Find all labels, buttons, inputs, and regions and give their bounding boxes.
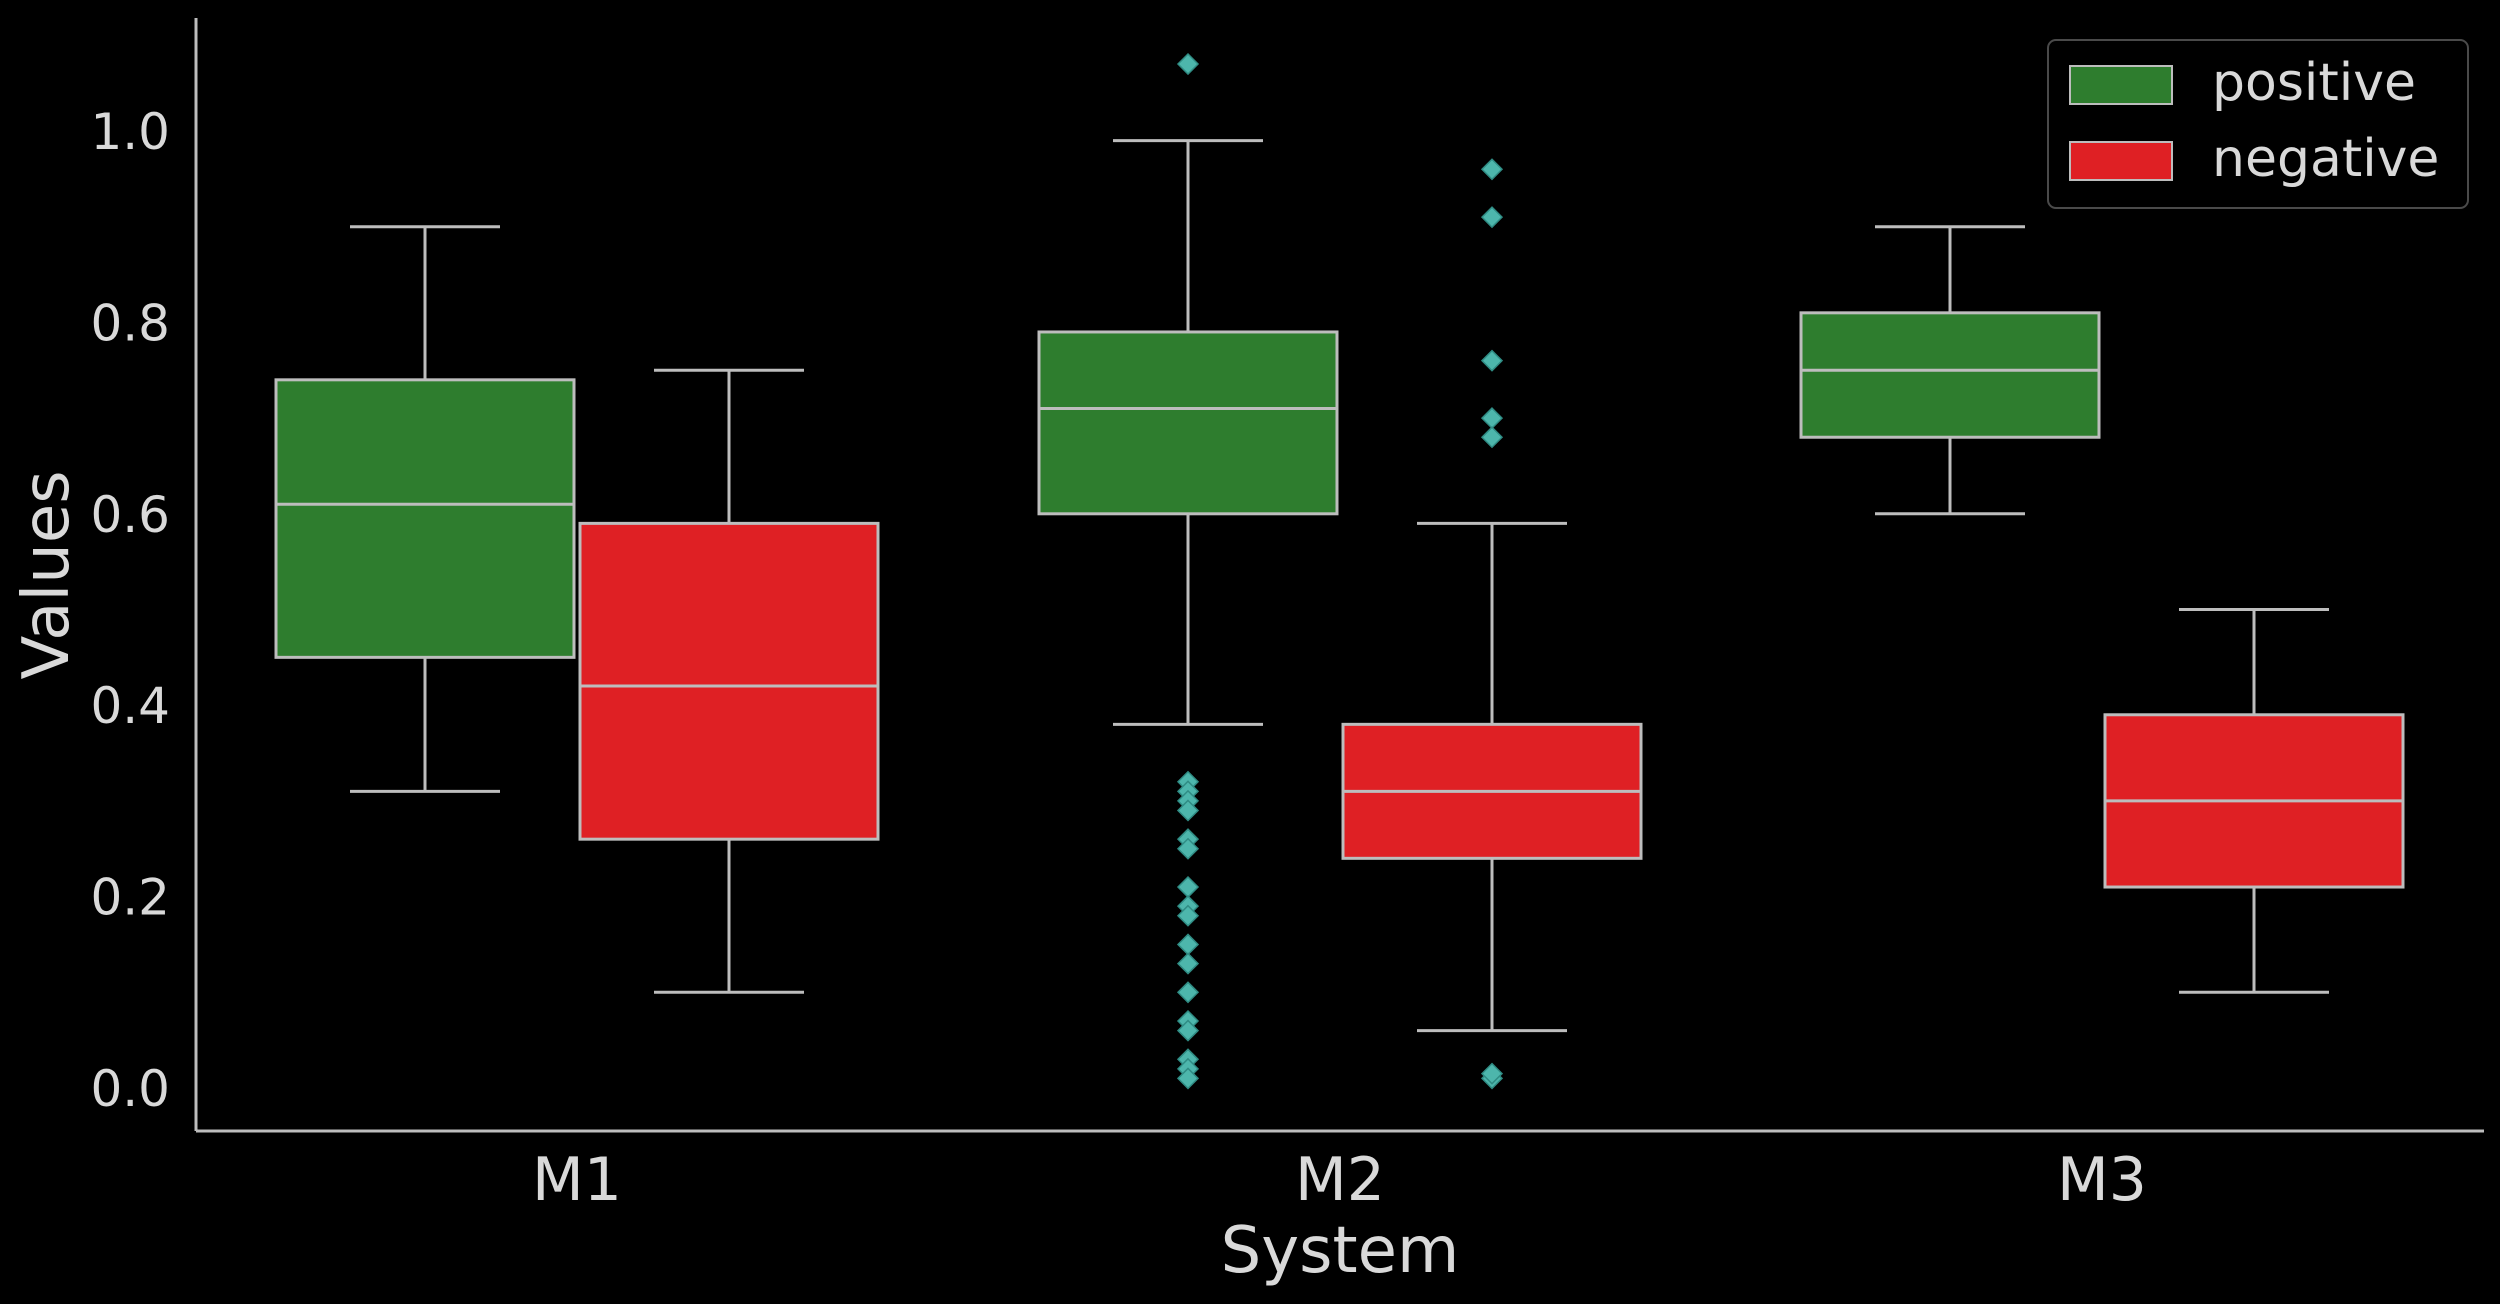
outlier-point xyxy=(1176,799,1200,822)
outlier-point xyxy=(1176,952,1200,975)
outlier-point xyxy=(1480,1062,1504,1085)
y-tick-label: 1.0 xyxy=(90,103,170,161)
box-iqr xyxy=(578,521,880,841)
x-tick-label-m2: M2 xyxy=(1295,1145,1385,1215)
outlier-point xyxy=(1176,904,1200,927)
y-tick-label: 0.2 xyxy=(90,869,170,927)
outlier-point xyxy=(1480,407,1504,430)
outlier-point xyxy=(1480,426,1504,449)
box-negative-m2 xyxy=(1341,158,1643,1090)
box-iqr xyxy=(1799,311,2101,439)
box-positive-m3 xyxy=(1799,225,2101,516)
box-negative-m3 xyxy=(2103,608,2405,994)
y-tick-label: 0.6 xyxy=(90,486,170,544)
outlier-point xyxy=(1176,875,1200,899)
legend-swatch-positive xyxy=(2069,65,2173,105)
box-negative-m1 xyxy=(578,368,880,994)
box-positive-m2 xyxy=(1037,52,1339,1090)
y-tick-label: 0.0 xyxy=(90,1060,170,1118)
legend-label-positive: positive xyxy=(2212,53,2416,113)
outlier-point xyxy=(1480,158,1504,181)
y-tick-label: 0.8 xyxy=(90,294,170,352)
legend-swatch-negative xyxy=(2069,141,2173,181)
outlier-point xyxy=(1176,52,1200,76)
outlier-point xyxy=(1176,837,1200,860)
y-tick-label: 0.4 xyxy=(90,677,170,735)
outlier-point xyxy=(1176,1019,1200,1042)
y-axis-title: Values xyxy=(10,470,84,679)
x-tick-label-m1: M1 xyxy=(532,1145,622,1215)
box-iqr xyxy=(1037,330,1339,516)
box-iqr xyxy=(274,378,576,659)
boxes-layer xyxy=(274,52,2405,1090)
legend: positive negative xyxy=(2047,39,2469,209)
outlier-point xyxy=(1176,981,1200,1004)
x-axis-title: System xyxy=(1221,1214,1460,1288)
axes-layer: 0.0 0.2 0.4 0.6 0.8 1.0 M1 M2 M3 xyxy=(90,18,2484,1215)
box-positive-m1 xyxy=(274,225,576,793)
outlier-point xyxy=(1480,206,1504,229)
outlier-point xyxy=(1176,933,1200,956)
outlier-point xyxy=(1480,349,1504,372)
legend-label-negative: negative xyxy=(2212,129,2439,189)
x-tick-label-m3: M3 xyxy=(2057,1145,2147,1215)
outlier-point xyxy=(1176,1067,1200,1090)
